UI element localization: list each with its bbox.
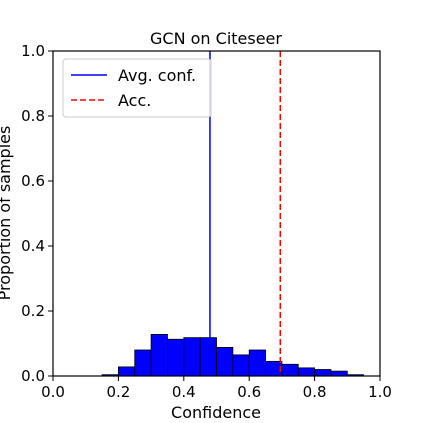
x-tick-label-3: 0.6: [237, 383, 261, 401]
y-axis-label: Proportion of samples: [0, 126, 14, 301]
histogram-bar-14: [330, 370, 348, 377]
y-tick-label-2: 0.4: [21, 237, 45, 255]
histogram-bar-1: [118, 366, 136, 377]
legend: Avg. conf. Acc.: [62, 58, 212, 118]
histogram-bar-4: [167, 338, 185, 377]
x-tick-label-0: 0.0: [41, 383, 65, 401]
y-tick-label-1: 0.2: [21, 302, 45, 320]
histogram-bar-10: [265, 360, 283, 377]
y-tick-label-5: 1.0: [21, 42, 45, 60]
y-tick-label-4: 0.8: [21, 107, 45, 125]
y-tick-label-0: 0.0: [21, 367, 45, 385]
y-tick-label-3: 0.6: [21, 172, 45, 190]
legend-box: [62, 58, 212, 118]
legend-label-0: Avg. conf.: [118, 66, 196, 85]
x-tick-label-4: 0.8: [303, 383, 327, 401]
histogram-bar-12: [297, 367, 316, 377]
x-tick-label-5: 1.0: [368, 383, 392, 401]
histogram-bar-5: [183, 337, 201, 377]
histogram-bar-8: [232, 354, 250, 377]
plot-frame: [52, 50, 381, 377]
histogram-bar-9: [248, 349, 266, 377]
histogram-bar-2: [134, 349, 152, 377]
histogram-bar-11: [281, 363, 299, 377]
histogram-bar-13: [314, 369, 332, 377]
histogram-bar-7: [216, 346, 234, 377]
x-tick-label-1: 0.2: [106, 383, 130, 401]
x-axis-ticks: 0.0 0.2 0.4 0.6 0.8 1.0: [41, 376, 392, 401]
x-axis-label: Confidence: [171, 403, 261, 422]
histogram-bar-6: [199, 337, 217, 377]
x-tick-label-2: 0.4: [172, 383, 196, 401]
y-axis-ticks: 0.0 0.2 0.4 0.6 0.8 1.0: [21, 42, 53, 385]
chart-title: GCN on Citeseer: [150, 29, 282, 48]
legend-label-1: Acc.: [118, 91, 151, 110]
bars-group: [101, 333, 365, 377]
histogram-bar-3: [150, 333, 168, 377]
